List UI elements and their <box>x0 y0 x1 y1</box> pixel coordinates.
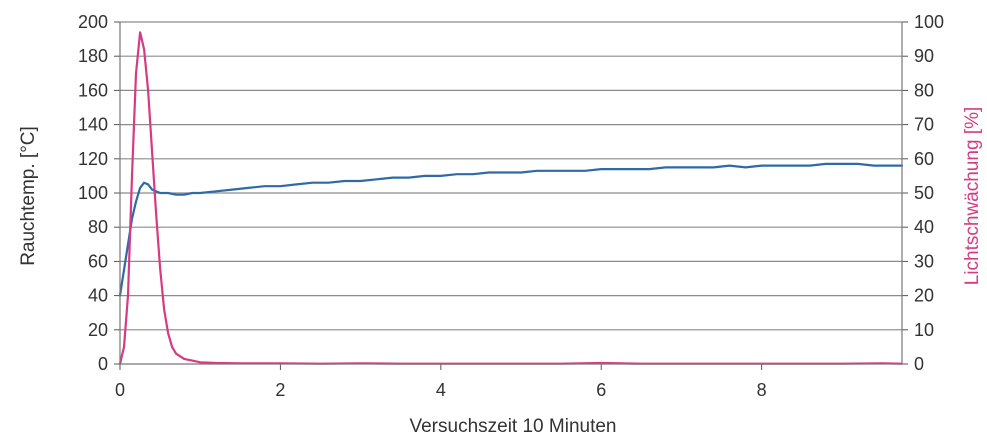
y-tick-label: 20 <box>88 320 108 340</box>
series-line-lichtschwaechung <box>118 31 904 366</box>
y-tick-label: 140 <box>78 115 108 135</box>
series-line-rauchtemp <box>118 162 904 297</box>
y2-tick-label: 50 <box>914 183 934 203</box>
gridlines <box>120 21 902 331</box>
x-tick-label: 0 <box>115 380 125 400</box>
y2-axis-title: Lichtschwächung [%] <box>962 107 983 286</box>
y2-axis-ticks: 0 10 20 30 40 50 60 70 80 90 100 <box>902 12 944 374</box>
x-tick-label: 4 <box>436 380 446 400</box>
y-axis-title: Rauchtemp. [°C] <box>18 126 39 266</box>
y2-tick-label: 0 <box>914 354 924 374</box>
y-tick-label: 80 <box>88 217 108 237</box>
y-axis-ticks: 0 20 40 60 80 100 120 140 160 180 200 <box>78 12 120 374</box>
x-axis-title: Versuchszeit 10 Minuten <box>409 416 616 437</box>
y2-tick-label: 40 <box>914 217 934 237</box>
y2-tick-label: 10 <box>914 320 934 340</box>
y2-tick-label: 100 <box>914 12 944 32</box>
y2-tick-label: 70 <box>914 115 934 135</box>
axes <box>119 22 903 365</box>
y2-tick-label: 30 <box>914 251 934 271</box>
y-tick-label: 0 <box>98 354 108 374</box>
y-tick-label: 120 <box>78 149 108 169</box>
series-layer <box>118 31 904 366</box>
y2-tick-label: 90 <box>914 46 934 66</box>
y2-tick-label: 80 <box>914 80 934 100</box>
x-tick-label: 2 <box>275 380 285 400</box>
y-tick-label: 60 <box>88 251 108 271</box>
y-tick-label: 40 <box>88 286 108 306</box>
y-tick-label: 180 <box>78 46 108 66</box>
x-axis-ticks: 0 2 4 6 8 <box>115 364 767 400</box>
y2-tick-label: 20 <box>914 286 934 306</box>
y-tick-label: 160 <box>78 80 108 100</box>
y2-tick-label: 60 <box>914 149 934 169</box>
x-tick-label: 6 <box>596 380 606 400</box>
x-tick-label: 8 <box>757 380 767 400</box>
y-tick-label: 100 <box>78 183 108 203</box>
y-tick-label: 200 <box>78 12 108 32</box>
